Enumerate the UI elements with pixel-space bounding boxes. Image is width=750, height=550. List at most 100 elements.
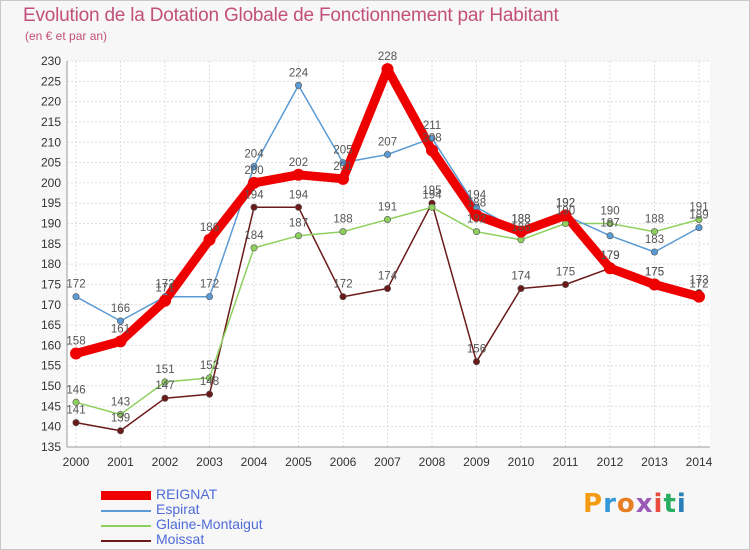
data-label: 172 bbox=[66, 279, 85, 291]
y-tick-label: 185 bbox=[41, 237, 61, 251]
data-label: 194 bbox=[244, 189, 264, 201]
data-point bbox=[337, 172, 349, 185]
data-label: 188 bbox=[333, 214, 352, 226]
data-label: 179 bbox=[600, 250, 619, 262]
logo-letter: P bbox=[583, 489, 604, 519]
data-label: 175 bbox=[645, 266, 664, 278]
data-point bbox=[250, 203, 258, 211]
y-tick-label: 225 bbox=[41, 74, 61, 88]
data-point bbox=[383, 285, 391, 293]
data-point bbox=[248, 176, 260, 189]
x-tick-label: 2014 bbox=[686, 455, 713, 469]
data-point bbox=[117, 427, 125, 435]
data-label: 172 bbox=[689, 279, 708, 291]
x-tick-label: 2007 bbox=[374, 455, 401, 469]
data-label: 161 bbox=[111, 323, 130, 335]
y-tick-label: 230 bbox=[41, 54, 61, 68]
data-point bbox=[114, 335, 127, 348]
data-label: 139 bbox=[111, 413, 130, 425]
data-label: 195 bbox=[422, 185, 441, 197]
data-point bbox=[250, 163, 258, 171]
data-point bbox=[604, 262, 616, 275]
y-tick-label: 165 bbox=[41, 318, 61, 332]
data-label: 147 bbox=[155, 380, 174, 392]
y-tick-label: 195 bbox=[41, 196, 61, 210]
data-point bbox=[426, 144, 438, 157]
data-point bbox=[206, 390, 214, 398]
data-label: 200 bbox=[244, 165, 263, 177]
data-point bbox=[650, 248, 658, 256]
data-label: 186 bbox=[200, 222, 219, 234]
legend-label: Moissat bbox=[156, 531, 205, 547]
y-tick-label: 205 bbox=[41, 156, 61, 170]
y-tick-label: 175 bbox=[41, 277, 61, 291]
data-label: 175 bbox=[645, 266, 664, 278]
logo-letter: r bbox=[603, 489, 617, 519]
x-tick-label: 2004 bbox=[241, 455, 268, 469]
y-axis: 135 140 145 150 155 160 165 170 175 180 185 190 195 2… bbox=[41, 54, 61, 454]
data-point bbox=[695, 224, 703, 232]
series-points bbox=[70, 63, 705, 435]
data-label: 188 bbox=[467, 197, 486, 209]
legend-item-reignat: REIGNAT bbox=[101, 486, 341, 502]
x-tick-label: 2006 bbox=[330, 455, 357, 469]
y-tick-label: 215 bbox=[41, 115, 61, 129]
data-point bbox=[72, 293, 80, 301]
data-point bbox=[606, 220, 614, 228]
legend-item-glaine-montaigut: Glaine-Montaigut bbox=[101, 516, 341, 532]
data-label: 179 bbox=[600, 250, 619, 262]
data-label: 191 bbox=[689, 201, 708, 213]
data-label: 175 bbox=[556, 266, 575, 278]
legend-label: Espirat bbox=[156, 501, 200, 517]
data-label: 201 bbox=[333, 161, 352, 173]
data-point bbox=[561, 280, 569, 288]
data-label: 211 bbox=[423, 120, 441, 132]
data-point bbox=[339, 228, 347, 236]
chart-subtitle: (en € et par an) bbox=[25, 29, 108, 43]
logo-letter: i bbox=[653, 489, 664, 519]
data-label: 148 bbox=[200, 376, 219, 388]
data-label: 202 bbox=[289, 157, 308, 169]
x-tick-label: 2009 bbox=[463, 455, 490, 469]
data-point bbox=[161, 378, 169, 386]
data-label: 208 bbox=[422, 132, 441, 144]
data-label: 174 bbox=[378, 271, 398, 283]
y-tick-label: 200 bbox=[41, 176, 61, 190]
data-label: 190 bbox=[556, 206, 575, 218]
data-point bbox=[648, 278, 661, 291]
data-point bbox=[117, 317, 125, 325]
data-label: 188 bbox=[511, 214, 530, 226]
y-tick-label: 140 bbox=[41, 420, 61, 434]
x-tick-label: 2005 bbox=[285, 455, 312, 469]
legend-label: REIGNAT bbox=[156, 486, 218, 502]
data-point bbox=[428, 203, 436, 211]
y-tick-label: 155 bbox=[41, 359, 61, 373]
data-label: 224 bbox=[289, 67, 309, 79]
legend-swatch bbox=[101, 491, 151, 500]
x-tick-label: 2010 bbox=[508, 455, 535, 469]
data-point bbox=[206, 293, 214, 301]
data-label: 189 bbox=[689, 210, 708, 222]
y-tick-label: 220 bbox=[41, 95, 61, 109]
data-point bbox=[70, 347, 82, 360]
y-tick-label: 150 bbox=[41, 379, 61, 393]
data-point bbox=[383, 215, 391, 223]
logo-letter: i bbox=[676, 489, 687, 519]
data-label: 191 bbox=[378, 201, 397, 213]
data-point bbox=[117, 410, 125, 418]
data-label: 205 bbox=[333, 145, 352, 157]
data-point bbox=[159, 294, 171, 307]
data-label: 192 bbox=[556, 197, 575, 209]
data-label: 187 bbox=[600, 218, 619, 230]
data-label: 190 bbox=[600, 206, 619, 218]
data-point bbox=[203, 233, 216, 246]
logo-letter: o bbox=[616, 489, 636, 519]
data-label: 192 bbox=[556, 197, 575, 209]
y-tick-label: 190 bbox=[41, 217, 61, 231]
y-tick-label: 180 bbox=[41, 257, 61, 271]
data-label: 194 bbox=[467, 189, 487, 201]
data-point bbox=[381, 63, 394, 76]
data-label: 207 bbox=[378, 136, 397, 148]
legend-swatch bbox=[101, 510, 151, 512]
x-axis: 2000 2001 2002 2003 2004 2005 2006 2007 2008 2009… bbox=[63, 455, 713, 469]
